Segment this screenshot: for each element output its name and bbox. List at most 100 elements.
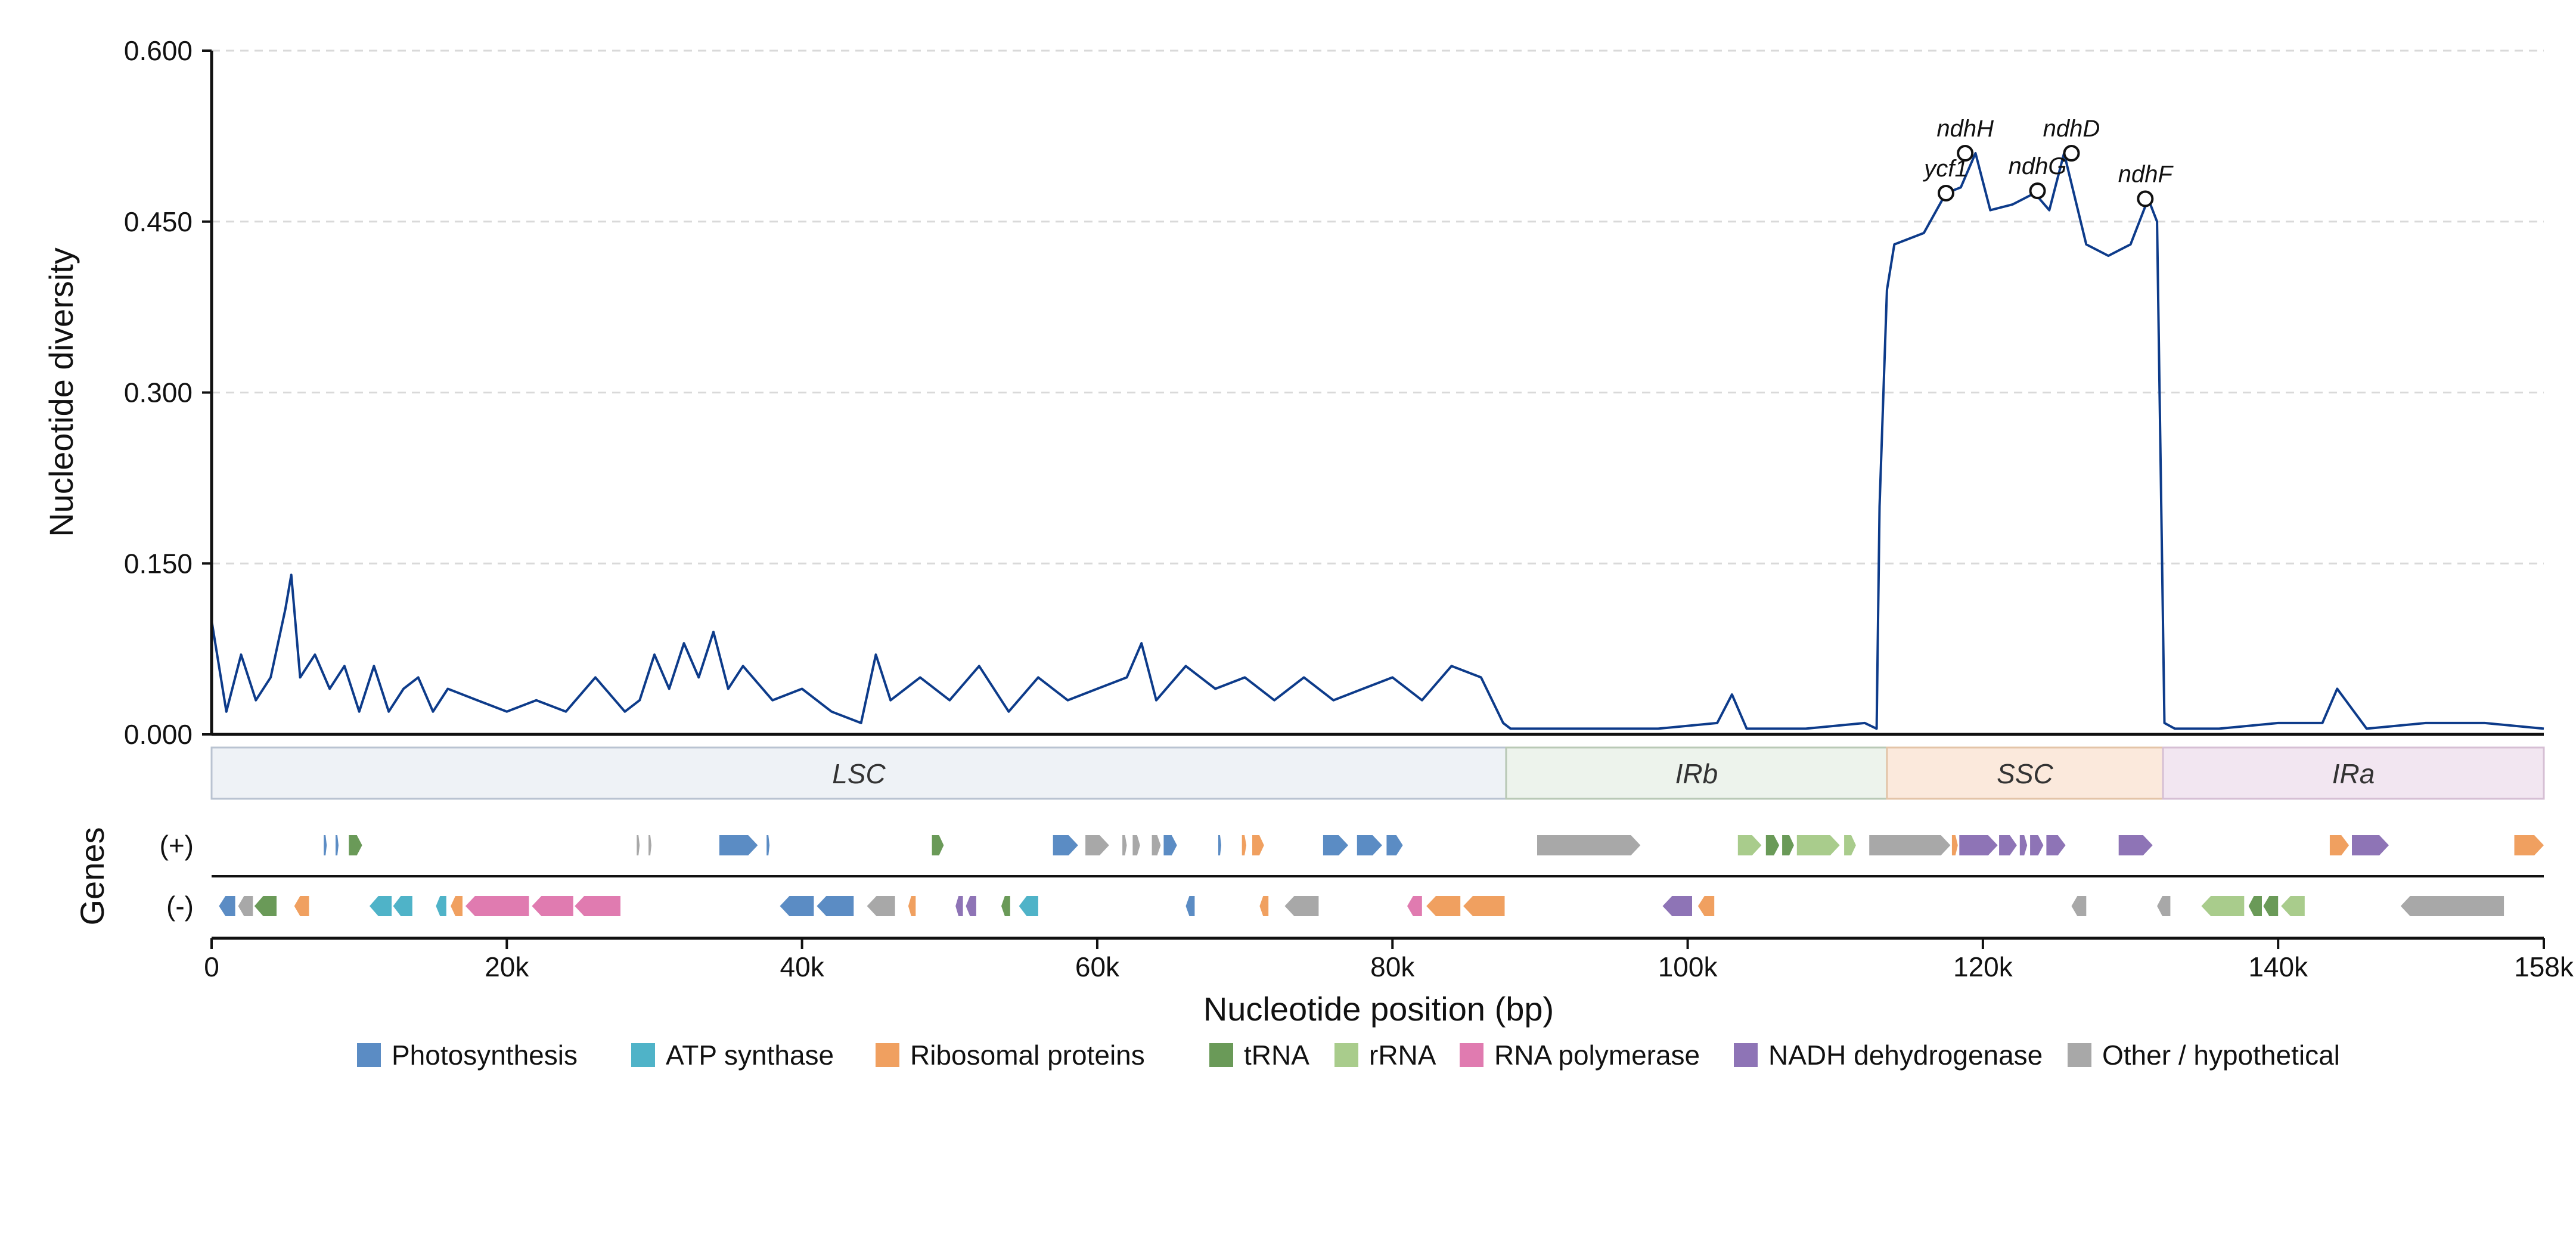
region-label: LSC <box>832 758 886 789</box>
x-tick-label: 100k <box>1658 951 1718 982</box>
gene-arrow <box>1537 835 1641 855</box>
peak-label: ndhF <box>2118 162 2174 188</box>
gene-arrow <box>465 896 529 916</box>
y-tick-label: 0.000 <box>124 719 193 750</box>
region-block <box>210 746 1507 800</box>
gene-arrow <box>1163 835 1177 855</box>
gene-arrow <box>324 835 327 855</box>
gene-arrow <box>1122 835 1127 855</box>
gene-arrow <box>219 896 235 916</box>
gene-arrow <box>2352 835 2389 855</box>
strand-label: (+) <box>160 830 194 861</box>
x-tick-label: 140k <box>2248 951 2308 982</box>
x-tick-label: 60k <box>1075 951 1120 982</box>
gene-arrow <box>1426 896 1461 916</box>
gene-arrow <box>1959 835 1998 855</box>
peak-label: ndhG <box>2009 153 2067 179</box>
legend-swatch <box>1460 1043 1483 1067</box>
peak-marker <box>2029 182 2046 200</box>
grid-lines <box>212 49 2544 565</box>
gene-arrow <box>436 896 446 916</box>
legend-label: RNA polymerase <box>1494 1040 1700 1071</box>
gene-arrow <box>780 896 814 916</box>
gene-arrow <box>1085 835 1109 855</box>
gene-arrow <box>1697 896 1715 916</box>
legend-label: tRNA <box>1244 1040 1309 1071</box>
legend-swatch <box>357 1043 381 1067</box>
gene-arrow <box>1844 835 1856 855</box>
gene-arrow <box>817 896 854 916</box>
gene-arrow <box>867 896 895 916</box>
gene-arrow <box>2046 835 2066 855</box>
gene-arrow <box>1357 835 1382 855</box>
gene-arrow <box>2118 835 2153 855</box>
region-label: SSC <box>1997 758 2053 789</box>
gene-arrow <box>932 835 944 855</box>
gene-arrow <box>1019 896 1038 916</box>
y-tick-label: 0.600 <box>124 35 193 66</box>
legend-label: Photosynthesis <box>392 1040 578 1071</box>
gene-arrow <box>1323 835 1348 855</box>
gene-arrow <box>2281 896 2305 916</box>
gene-tracks: (+) (-) <box>160 830 2544 922</box>
gene-arrow <box>238 896 253 916</box>
gene-arrow <box>532 896 573 916</box>
gene-arrow <box>2514 835 2544 855</box>
gene-arrow <box>1951 835 1958 855</box>
gene-arrow <box>1132 835 1140 855</box>
diversity-plot <box>210 152 2544 730</box>
peak-label: ndhH <box>1936 116 1994 142</box>
gene-arrow <box>719 835 758 855</box>
legend-label: Ribosomal proteins <box>910 1040 1145 1071</box>
x-tick-label: 40k <box>780 951 825 982</box>
strand-label: (-) <box>166 891 194 922</box>
legend: Photosynthesis ATP synthase Ribosomal prot… <box>357 1040 2340 1071</box>
y-tick-label: 0.150 <box>124 548 193 579</box>
peak-marker <box>2063 145 2080 162</box>
gene-arrow <box>908 896 916 916</box>
gene-arrow <box>2400 896 2504 916</box>
gene-arrow <box>1252 835 1264 855</box>
legend-label: NADH dehydrogenase <box>1768 1040 2043 1071</box>
legend-swatch <box>1334 1043 1358 1067</box>
gene-arrow <box>2019 835 2028 855</box>
legend-label: Other / hypothetical <box>2102 1040 2340 1071</box>
legend-swatch <box>1734 1043 1758 1067</box>
gene-arrow <box>2157 896 2171 916</box>
genes-axis-title: Genes <box>73 827 111 926</box>
gene-arrow <box>393 896 412 916</box>
gene-arrow <box>637 835 640 855</box>
x-tick-label: 80k <box>1370 951 1415 982</box>
x-axis-title: Nucleotide position (bp) <box>1203 990 1554 1028</box>
gene-arrow <box>349 835 362 855</box>
x-tick-label: 20k <box>485 951 529 982</box>
gene-arrow <box>1001 896 1010 916</box>
gene-arrow <box>2329 835 2350 855</box>
region-label: IRa <box>2332 758 2375 789</box>
gene-arrow <box>1152 835 1161 855</box>
gene-arrow <box>766 835 770 855</box>
region-block <box>2162 746 2545 800</box>
gene-arrow <box>1662 896 1692 916</box>
gene-arrow <box>1999 835 2017 855</box>
gene-arrow <box>1796 835 1840 855</box>
gene-arrow <box>2071 896 2087 916</box>
gene-arrow <box>955 896 963 916</box>
x-tick-label: 158k <box>2514 951 2574 982</box>
gene-arrow <box>1737 835 1762 855</box>
gene-arrow <box>2201 896 2245 916</box>
gene-arrow <box>575 896 620 916</box>
gene-arrow <box>1765 835 1780 855</box>
gene-arrow <box>648 835 651 855</box>
gene-arrow <box>1407 896 1422 916</box>
gene-arrow <box>1242 835 1247 855</box>
gene-arrow <box>1284 896 1319 916</box>
peak-marker <box>1937 184 1954 201</box>
gene-arrow <box>1185 896 1195 916</box>
gene-arrow <box>1259 896 1269 916</box>
legend-swatch <box>876 1043 899 1067</box>
gene-arrow <box>1869 835 1951 855</box>
gene-arrow <box>294 896 309 916</box>
